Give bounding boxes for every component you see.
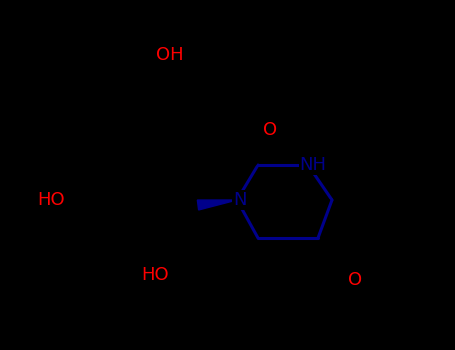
Text: N: N — [233, 191, 247, 209]
Text: O: O — [348, 271, 362, 289]
Text: NH: NH — [299, 156, 327, 174]
Text: ''': ''' — [101, 193, 114, 208]
Text: HO: HO — [141, 266, 169, 284]
Polygon shape — [150, 235, 167, 276]
Polygon shape — [197, 200, 237, 210]
Text: HO: HO — [37, 191, 65, 209]
Text: O: O — [263, 121, 277, 139]
Text: ''': ''' — [183, 267, 196, 282]
Text: OH: OH — [156, 46, 184, 64]
